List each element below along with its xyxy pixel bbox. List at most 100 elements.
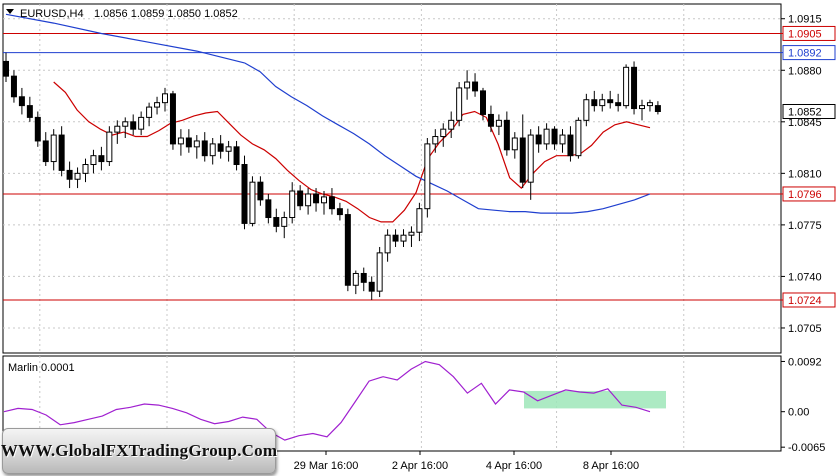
chart-header: EURUSD,H4 1.0856 1.0859 1.0850 1.0852 [6,8,238,20]
bearish-candle [233,146,240,166]
price-tick-label: 1.0880 [788,65,822,77]
bullish-candle [495,119,502,127]
bullish-candle [448,119,455,130]
bearish-candle [519,137,526,183]
bullish-candle [408,231,415,236]
bearish-candle [66,169,73,180]
bearish-candle [297,190,304,207]
bearish-candle [18,96,25,107]
price-level-badge [782,45,836,61]
bullish-candle [50,134,57,163]
bearish-candle [567,134,574,157]
price-level-label: 1.0905 [788,28,822,40]
bearish-candle [34,116,41,142]
bullish-candle [424,143,431,210]
price-level-badge [782,292,836,308]
bullish-candle [281,217,288,227]
bullish-candle [193,140,200,148]
bearish-candle [42,140,49,163]
price-level-label: 1.0724 [788,295,822,307]
bullish-candle [575,119,582,157]
bullish-candle [90,155,97,166]
time-tick-label: 2 Apr 16:00 [392,460,448,472]
symbol-label: EURUSD,H4 [20,8,84,20]
bearish-candle [265,199,272,219]
bullish-candle [599,99,606,107]
bearish-candle [185,137,192,148]
bullish-candle [177,137,184,145]
bearish-candle [26,105,33,118]
current-price-label: 1.0852 [788,106,822,118]
bullish-candle [138,116,145,130]
indicator-tick-label: 0.0092 [788,356,822,368]
bearish-candle [217,143,224,152]
price-level-label: 1.0892 [788,48,822,60]
bearish-candle [487,113,494,127]
bullish-candle [527,134,534,183]
bullish-candle [249,181,256,224]
price-tick-label: 1.0775 [788,220,822,232]
price-tick-label: 1.0915 [788,14,822,26]
bullish-candle [384,234,391,254]
bearish-candle [615,102,622,107]
bearish-candle [535,134,542,145]
bullish-candle [456,87,463,121]
dropdown-triangle-icon[interactable] [6,9,14,14]
time-tick-label: 8 Apr 16:00 [583,460,639,472]
price-level-badge [782,25,836,41]
bearish-candle [201,140,208,157]
bullish-candle [376,252,383,292]
bearish-candle [503,119,510,151]
time-tick-label: 29 Mar 16:00 [294,460,359,472]
bullish-candle [162,93,168,104]
blue-moving-average-line [5,13,245,64]
bullish-candle [583,99,590,121]
bullish-candle [646,102,653,107]
price-level-badge [782,186,836,202]
blue-moving-average-line [244,62,651,214]
price-tick-label: 1.0810 [788,168,822,180]
bullish-candle [432,136,439,145]
time-axis: 29 Mar 16:00 2 Apr 16:00 4 Apr 16:00 8 Apr … [294,451,639,472]
bearish-candle [10,75,17,98]
bearish-candle [368,281,375,292]
price-level-label: 1.0796 [788,189,822,201]
price-tick-label: 1.0705 [788,323,822,335]
indicator-tick-label: 0.00 [788,407,809,419]
bullish-candle [154,102,161,108]
bullish-candle [74,172,81,180]
indicator-highlight-zone [524,390,666,409]
bearish-candle [130,121,137,130]
bullish-candle [639,105,645,110]
red-moving-average-line [53,81,651,223]
bearish-candle [336,208,343,216]
bearish-candle [241,164,248,224]
watermark-text: WWW.GlobalFXTradingGroup.Com [0,441,278,460]
marlin-oscillator-line [3,360,651,441]
watermark-logo: WWW.GlobalFXTradingGroup.Com [0,428,278,474]
bullish-candle [289,190,296,219]
current-price-badge [782,103,836,119]
bearish-candle [480,90,486,115]
price-tick-label: 1.0740 [788,271,822,283]
bullish-candle [146,106,153,118]
bearish-candle [360,272,367,283]
bullish-candle [114,125,121,133]
bearish-candle [344,214,351,286]
bearish-candle [313,193,320,204]
bearish-candle [392,234,399,242]
bullish-candle [352,272,359,286]
bullish-candle [122,121,129,127]
bullish-candle [400,234,407,242]
bearish-candle [169,93,176,145]
bearish-candle [654,105,661,112]
price-tick-label: 1.0845 [788,117,822,129]
bullish-candle [543,128,550,145]
bearish-candle [3,60,9,77]
bullish-candle [82,164,89,174]
bearish-candle [607,99,614,104]
bearish-candle [257,181,264,201]
bullish-candle [464,81,471,89]
bullish-candle [416,208,423,233]
